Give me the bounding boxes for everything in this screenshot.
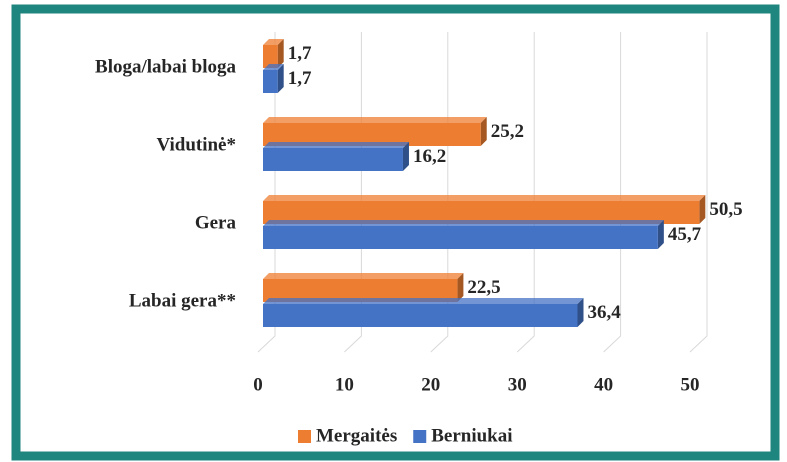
bar-side bbox=[480, 117, 487, 146]
value-label: 22,5 bbox=[467, 277, 500, 298]
bar-side bbox=[402, 142, 409, 171]
bar-top bbox=[263, 142, 409, 148]
y-tick-label: Vidutinė* bbox=[156, 134, 236, 155]
x-tick-label: 40 bbox=[594, 374, 613, 395]
value-label: 1,7 bbox=[288, 68, 312, 89]
bar-side bbox=[577, 298, 584, 327]
y-tick-label: Gera bbox=[195, 212, 237, 233]
bar bbox=[263, 201, 700, 224]
bar-side bbox=[457, 273, 464, 302]
legend-swatch bbox=[413, 430, 427, 443]
value-label: 1,7 bbox=[288, 43, 312, 64]
bar bbox=[263, 70, 278, 93]
value-label: 25,2 bbox=[491, 121, 524, 142]
bar-side bbox=[657, 220, 664, 249]
value-label: 36,4 bbox=[587, 302, 621, 323]
bar-side bbox=[277, 64, 284, 93]
x-tick-label: 20 bbox=[421, 374, 440, 395]
bar-side bbox=[699, 195, 706, 224]
bar bbox=[263, 226, 658, 249]
bar-top bbox=[263, 298, 584, 304]
value-label: 45,7 bbox=[668, 224, 702, 245]
grid-line bbox=[603, 32, 622, 353]
x-tick-label: 30 bbox=[508, 374, 527, 395]
bar-top bbox=[263, 220, 664, 226]
bar-top bbox=[263, 195, 706, 201]
x-tick-label: 50 bbox=[681, 374, 700, 395]
grid-line bbox=[516, 32, 535, 353]
bar-top bbox=[263, 273, 464, 279]
bar-top bbox=[263, 64, 284, 70]
value-label: 50,5 bbox=[709, 199, 742, 220]
bar bbox=[263, 279, 458, 302]
bar bbox=[263, 123, 481, 146]
bar-top bbox=[263, 39, 284, 45]
value-label: 16,2 bbox=[413, 146, 446, 167]
bar bbox=[263, 148, 403, 171]
legend-swatch bbox=[298, 430, 311, 443]
y-tick-label: Bloga/labai bloga bbox=[95, 56, 236, 77]
y-tick-label: Labai gera** bbox=[129, 290, 236, 311]
grid-line bbox=[689, 32, 708, 353]
bar bbox=[263, 304, 578, 327]
bar-top bbox=[263, 117, 487, 123]
x-tick-label: 0 bbox=[253, 374, 263, 395]
bar bbox=[263, 45, 278, 68]
legend-label: Mergaitės bbox=[316, 425, 397, 446]
bar-side bbox=[277, 39, 284, 68]
x-tick-label: 10 bbox=[335, 374, 354, 395]
legend-label: Berniukai bbox=[431, 425, 512, 446]
